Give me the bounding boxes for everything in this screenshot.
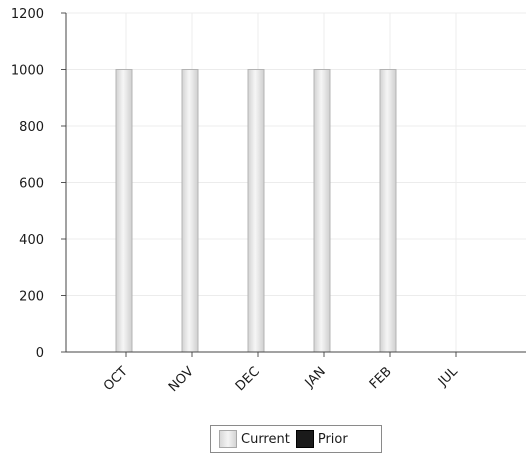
legend-item-current: Current xyxy=(219,430,290,448)
legend-swatch-prior xyxy=(295,430,314,448)
x-tick-label: OCT xyxy=(101,364,131,394)
y-tick-label: 400 xyxy=(19,233,44,248)
y-tick-label: 600 xyxy=(19,177,44,192)
x-tick-label: FEB xyxy=(367,364,395,392)
y-tick-label: 0 xyxy=(36,346,44,361)
legend-swatch-current xyxy=(219,430,237,448)
bar-current-feb xyxy=(379,69,397,353)
x-tick-labels: OCT NOV DEC JAN FEB JUL xyxy=(101,364,461,395)
grid-lines xyxy=(66,12,526,352)
bars xyxy=(115,69,397,353)
y-tick-label: 800 xyxy=(19,120,44,135)
bar-current-dec xyxy=(247,69,265,353)
x-tick-label: NOV xyxy=(166,364,197,395)
y-tick-labels: 0 200 400 600 800 1000 1200 xyxy=(11,7,44,361)
y-tick-label: 1000 xyxy=(11,64,44,79)
bar-current-jan xyxy=(313,69,331,353)
x-tick-label: DEC xyxy=(233,364,263,394)
legend-label-current: Current xyxy=(241,431,290,447)
y-tick-label: 200 xyxy=(19,290,44,305)
legend-item-prior: Prior xyxy=(295,430,348,448)
y-tick-label: 1200 xyxy=(11,7,44,22)
legend-label-prior: Prior xyxy=(317,431,348,447)
legend: Current Prior xyxy=(210,425,382,453)
x-tick-label: JUL xyxy=(435,364,461,390)
x-tick-label: JAN xyxy=(302,364,329,391)
bar-chart: 0 200 400 600 800 1000 1200 OCT NOV DEC JAN FEB JUL xyxy=(11,7,526,395)
bar-current-nov xyxy=(181,69,199,353)
bar-current-oct xyxy=(115,69,133,353)
axes xyxy=(61,12,526,357)
